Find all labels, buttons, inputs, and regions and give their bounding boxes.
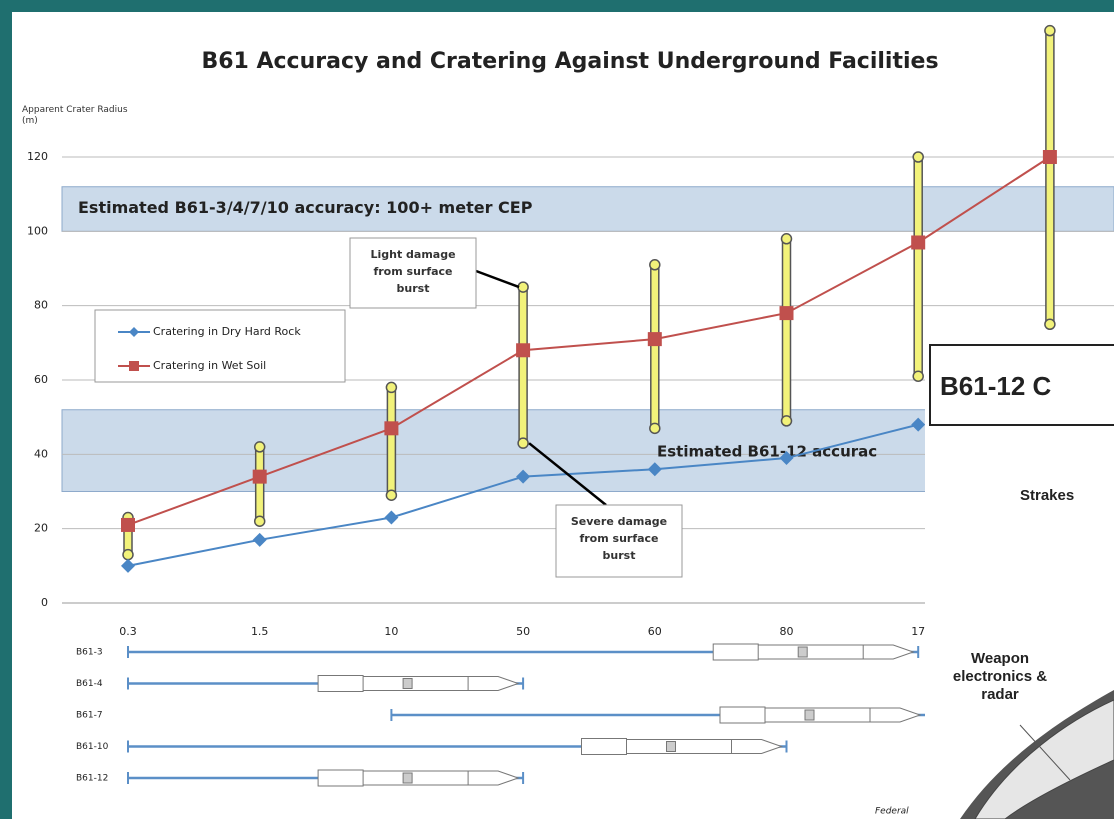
bomb-detail [797, 646, 808, 658]
x-tick-label: 1.5 [251, 625, 269, 638]
chart-title: B61 Accuracy and Cratering Against Under… [201, 49, 938, 74]
inset-title: B61-12 C [940, 371, 1051, 401]
y-tick-label: 20 [34, 522, 48, 535]
bomb-detail [666, 741, 676, 752]
annotation-holder: Severe damage from surface burst [570, 515, 668, 562]
annotation-holder: Light damage from surface burst [370, 248, 456, 295]
range-end [1044, 24, 1056, 37]
range-end [253, 441, 266, 453]
range-bar [650, 264, 660, 430]
point [384, 510, 399, 525]
footnote: Federal [875, 807, 909, 817]
y-tick-label: 40 [34, 447, 48, 460]
range-end [517, 281, 529, 293]
range-end [385, 489, 398, 501]
range-end [780, 233, 793, 245]
bomb-icon [581, 738, 784, 755]
y-tick-label: 120 [27, 150, 48, 163]
inset-label: Weapon electronics & radar [952, 650, 1048, 703]
band-label: Estimated B61-12 accurac [657, 443, 877, 461]
x-tick-label: 60 [648, 625, 662, 638]
legend-marker [129, 327, 139, 337]
range-bar [518, 286, 528, 444]
x-tick-label: 17 [911, 625, 925, 638]
legend-label: Cratering in Dry Hard Rock [153, 325, 301, 338]
range-bar [254, 446, 265, 522]
inset-pointer [1019, 724, 1071, 781]
annotation-box [555, 504, 683, 578]
point [252, 469, 267, 484]
y-tick-label: 60 [34, 373, 48, 386]
inset-bomb [974, 699, 1114, 819]
point [516, 469, 531, 484]
weapon-label: B61-10 [76, 742, 109, 752]
range-end [649, 422, 661, 435]
point [121, 558, 135, 573]
point [516, 343, 531, 358]
bomb-detail [402, 772, 413, 784]
band [61, 186, 1114, 232]
inset-label: Strakes [1020, 487, 1074, 504]
range-end [122, 548, 134, 561]
point [121, 517, 135, 532]
weapon-label: B61-7 [76, 711, 103, 721]
x-tick-label: 0.3 [119, 625, 137, 638]
band-label: Estimated B61-3/4/7/10 accuracy: 100+ me… [78, 198, 533, 217]
weapon-label: B61-3 [76, 648, 103, 658]
point [779, 451, 794, 466]
x-tick-label: 50 [516, 625, 530, 638]
y-tick-label: 80 [34, 299, 48, 312]
point [252, 532, 267, 547]
range-end [253, 515, 266, 527]
range-end [649, 259, 661, 271]
bomb-detail [804, 709, 815, 721]
range-end [385, 381, 398, 394]
y-tick-label: 100 [27, 224, 48, 237]
legend-label: Cratering in Wet Soil [153, 359, 266, 372]
point [911, 417, 926, 432]
y-tick-label: 0 [41, 596, 48, 609]
range-end [1044, 318, 1056, 330]
x-tick-label: 10 [384, 625, 398, 638]
annotation: Severe damage from surface burst [570, 515, 668, 562]
annotation-box [349, 237, 477, 309]
range-end [912, 151, 924, 163]
annotation: Light damage from surface burst [370, 248, 456, 295]
range-bar [1045, 29, 1055, 326]
range-end [780, 415, 793, 427]
point [384, 421, 399, 436]
bomb-icon [317, 769, 520, 787]
inset-title-box [929, 344, 1114, 426]
point [1042, 150, 1057, 164]
range-bar [781, 238, 792, 422]
bomb-detail [402, 678, 413, 689]
weapon-label: B61-12 [76, 774, 108, 784]
series-line [127, 156, 1051, 526]
bomb-icon [719, 706, 922, 724]
legend-marker [129, 361, 139, 371]
point [779, 306, 794, 321]
y-axis-label-box: Apparent Crater Radius (m) [22, 105, 128, 126]
range-end [517, 437, 529, 449]
inset-label-holder: Weapon electronics & radar [952, 650, 1048, 703]
bomb-icon [712, 643, 915, 661]
range-bar [913, 156, 923, 378]
point [647, 462, 662, 477]
point [911, 235, 926, 250]
range-end [912, 370, 924, 383]
annotation-arrow [467, 266, 520, 289]
point [647, 332, 662, 347]
bomb-icon [317, 675, 520, 692]
annotation-arrow [528, 442, 607, 506]
weapon-label: B61-4 [76, 679, 103, 689]
range-bar [386, 386, 397, 496]
y-axis-label: Apparent Crater Radius (m) [22, 105, 128, 126]
x-tick-label: 80 [780, 625, 794, 638]
